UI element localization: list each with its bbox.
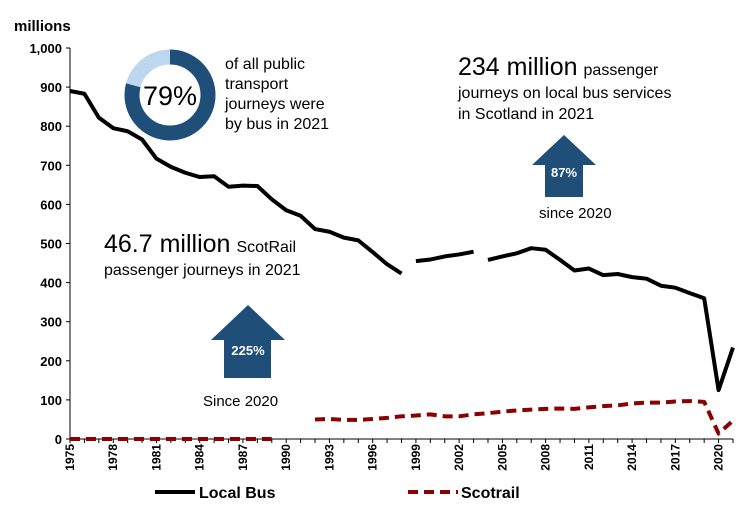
local-bus-line-segment-1 xyxy=(69,89,403,276)
rail-since-label: Since 2020 xyxy=(203,393,278,410)
rail-text-line-2: passenger journeys in 2021 xyxy=(104,262,301,279)
donut-text-line-1: of all public xyxy=(225,56,305,73)
bus-headline-suffix: passenger xyxy=(584,62,659,79)
local-bus-line-segment-2 xyxy=(415,249,474,264)
y-tick-label: 100 xyxy=(40,393,62,408)
legend-rail-label: Scotrail xyxy=(461,485,520,502)
series-lines xyxy=(69,89,735,441)
y-tick-label: 1,000 xyxy=(29,41,62,56)
y-tick-label: 900 xyxy=(40,80,62,95)
x-tick-label: 1996 xyxy=(366,444,380,471)
x-tick-label: 1999 xyxy=(409,444,423,471)
x-ticks: 1975 1978 1981 1984 1987 1990 1993 1996 1999 2002… xyxy=(63,439,734,471)
legend-bus-label: Local Bus xyxy=(199,485,276,502)
x-tick-label: 1993 xyxy=(322,444,336,471)
y-tick-label: 200 xyxy=(40,354,62,369)
x-tick-label: 1981 xyxy=(149,444,163,471)
donut-percent-label: 79% xyxy=(143,81,197,111)
x-tick-label: 1984 xyxy=(193,444,207,471)
y-tick-label: 600 xyxy=(40,197,62,212)
rail-headline: 46.7 million ScotRail xyxy=(104,230,296,258)
x-tick-label: 2011 xyxy=(582,444,596,470)
x-tick-label: 1975 xyxy=(63,444,77,471)
donut-text-line-3: journeys were xyxy=(224,96,325,113)
bus-arrow-label: 87% xyxy=(551,165,577,180)
bus-text-line-3: in Scotland in 2021 xyxy=(458,106,594,123)
bus-headline: 234 million passenger xyxy=(458,53,659,81)
y-tick-label: 0 xyxy=(55,432,62,447)
y-tick-label: 700 xyxy=(40,158,62,173)
rail-arrow-label: 225% xyxy=(231,343,265,358)
rail-big-figure: 46.7 million xyxy=(104,230,230,258)
x-tick-label: 1978 xyxy=(106,444,120,471)
rail-annotation: 46.7 million ScotRail passenger journeys … xyxy=(104,230,301,410)
local-bus-line-segment-3 xyxy=(487,246,735,393)
x-tick-label: 2005 xyxy=(495,444,509,471)
x-tick-label: 1990 xyxy=(279,444,293,471)
x-tick-label: 1987 xyxy=(236,444,250,471)
y-tick-label: 800 xyxy=(40,119,62,134)
y-tick-label: 400 xyxy=(40,276,62,291)
x-tick-label: 2017 xyxy=(668,444,682,471)
bus-annotation: 234 million passenger journeys on local b… xyxy=(457,53,671,222)
bus-up-arrow-icon xyxy=(532,135,596,197)
donut-value-ring xyxy=(124,49,216,141)
rail-up-arrow-icon xyxy=(211,305,285,378)
bus-text-line-2: journeys on local bus services xyxy=(457,85,671,102)
legend: Local Bus Scotrail xyxy=(155,485,520,502)
rail-headline-suffix: ScotRail xyxy=(236,239,296,256)
x-tick-label: 2014 xyxy=(625,444,639,471)
y-axis-title: millions xyxy=(14,18,71,35)
donut-text-line-4: by bus in 2021 xyxy=(225,116,329,133)
x-tick-label: 2020 xyxy=(712,444,726,471)
donut-text-line-2: transport xyxy=(225,76,289,93)
bus-since-label: since 2020 xyxy=(539,205,612,222)
x-tick-label: 2002 xyxy=(452,444,466,471)
x-tick-label: 2008 xyxy=(539,444,553,471)
y-tick-label: 500 xyxy=(40,237,62,252)
y-tick-label: 300 xyxy=(40,315,62,330)
donut-annotation: 79% of all public transport journeys wer… xyxy=(124,49,329,141)
scotrail-line-segment-2 xyxy=(314,399,735,436)
y-ticks: 0 100 200 300 400 500 600 700 800 900 1,000 xyxy=(29,41,70,447)
bus-big-figure: 234 million xyxy=(458,53,578,81)
